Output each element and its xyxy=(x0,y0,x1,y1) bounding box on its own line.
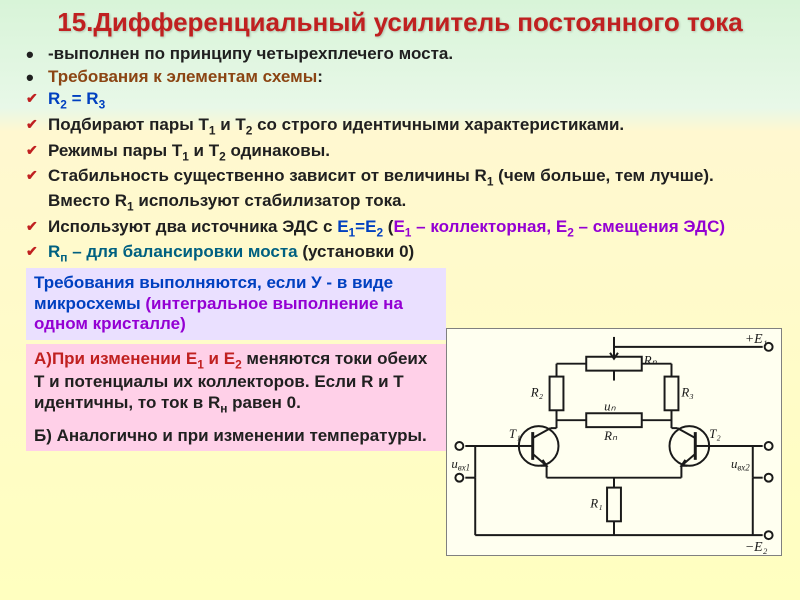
t7d: ( xyxy=(383,217,393,236)
s74: 2 xyxy=(567,225,574,239)
svg-text:uвх2: uвх2 xyxy=(731,457,750,473)
circuit-diagram: +Е₁ Rₙ R₂ R₃ uₙ Rₙ Т₁ xyxy=(446,328,782,556)
svg-text:+Е₁: +Е₁ xyxy=(745,332,768,347)
box-microchip: Требования выполняются, если У - в виде … xyxy=(26,268,446,340)
conclusion-b: Б) Аналогично и при изменении температур… xyxy=(34,426,438,447)
svg-text:Rₙ: Rₙ xyxy=(603,429,618,443)
t5b: и Т xyxy=(189,141,219,160)
box-conclusions: А)При изменении Е1 и Е2 меняются токи об… xyxy=(26,344,446,451)
req-label: Требования к элементам схемы xyxy=(48,67,317,86)
spacer xyxy=(34,416,438,426)
t7b: Е xyxy=(337,217,348,236)
c2d: равен 0. xyxy=(227,393,300,412)
s52: 2 xyxy=(219,149,226,163)
li-modes: Режимы пары Т1 и Т2 одинаковы. xyxy=(26,140,780,165)
li-principle: -выполнен по принципу четырехплечего мос… xyxy=(26,43,780,65)
t8a: R xyxy=(48,242,60,261)
t4a: Подбирают пары Т xyxy=(48,115,209,134)
t7a: Используют два источника ЭДС с xyxy=(48,217,337,236)
t5c: одинаковы. xyxy=(226,141,330,160)
svg-text:R₃: R₃ xyxy=(680,385,693,399)
s51: 1 xyxy=(182,149,189,163)
t7f: – коллекторная, Е xyxy=(411,217,567,236)
conclusion-a: А)При изменении Е1 и Е2 меняются токи об… xyxy=(34,349,438,416)
c2b: и Е xyxy=(204,349,235,368)
li-requirements-header: Требования к элементам схемы: xyxy=(26,66,780,88)
svg-text:Т₁: Т₁ xyxy=(509,427,521,441)
svg-text:Т₂: Т₂ xyxy=(709,427,721,441)
t7g: – смещения ЭДС) xyxy=(574,217,725,236)
t4b: и Т xyxy=(215,115,245,134)
svg-text:R₂: R₂ xyxy=(530,385,544,399)
t7c: =Е xyxy=(355,217,376,236)
colon: : xyxy=(317,67,323,86)
svg-text:Rₙ: Rₙ xyxy=(643,354,658,368)
sub-2: 2 xyxy=(60,98,67,112)
t4c: со строго идентичными характеристиками. xyxy=(252,115,624,134)
t8b: – для балансировки моста xyxy=(67,242,297,261)
page-title: 15.Дифференциальный усилитель постоянног… xyxy=(0,0,800,42)
svg-text:−Е₂: −Е₂ xyxy=(745,540,768,555)
li-stability: Стабильность существенно зависит от вели… xyxy=(26,165,780,214)
c2a: А)При изменении Е xyxy=(34,349,197,368)
svg-text:R₁: R₁ xyxy=(589,496,602,510)
t7e: Е xyxy=(393,217,404,236)
li-rp: Rп – для балансировки моста (установки 0… xyxy=(26,241,780,266)
svg-text:uₙ: uₙ xyxy=(604,399,616,413)
cs1: 1 xyxy=(197,357,204,371)
t8c: (установки 0) xyxy=(298,242,415,261)
svg-text:uвх1: uвх1 xyxy=(451,457,470,473)
t6c: используют стабилизатор тока. xyxy=(134,191,407,210)
s62: 1 xyxy=(127,199,134,213)
li-r2r3: R2 = R3 xyxy=(26,88,780,113)
t-r2: = R xyxy=(67,89,99,108)
t5a: Режимы пары Т xyxy=(48,141,182,160)
t-r: R xyxy=(48,89,60,108)
cs2: 2 xyxy=(235,357,242,371)
sub-3: 3 xyxy=(99,98,106,112)
li-eds: Используют два источника ЭДС с Е1=Е2 (Е1… xyxy=(26,216,780,241)
li-pairs: Подбирают пары Т1 и Т2 со строго идентич… xyxy=(26,114,780,139)
t6a: Стабильность существенно зависит от вели… xyxy=(48,166,487,185)
